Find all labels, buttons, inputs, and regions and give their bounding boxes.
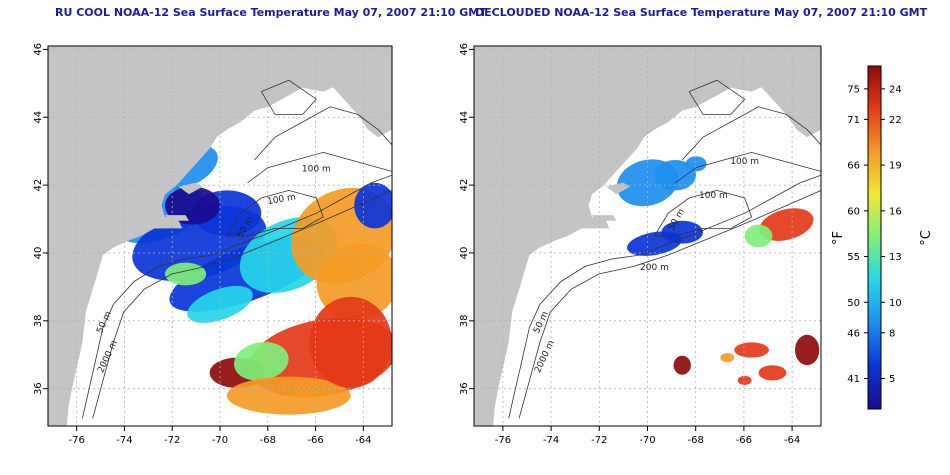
x-tick-label: -68 (688, 435, 704, 446)
depth-contour (508, 174, 821, 419)
x-tick-label: -72 (164, 435, 180, 446)
contour-label: 100 m (699, 191, 728, 201)
x-tick-label: -76 (495, 435, 511, 446)
fahrenheit-tick-label: 50 (847, 298, 860, 309)
celsius-tick-label: 19 (889, 161, 902, 172)
x-tick-label: -72 (591, 435, 607, 446)
sst-patch (734, 342, 769, 358)
celsius-tick-label: 24 (889, 84, 902, 95)
sst-patch (720, 353, 735, 363)
y-tick-label: 38 (33, 314, 44, 327)
depth-contour (247, 151, 392, 184)
depth-contour (688, 79, 746, 115)
contour-label: 200 m (640, 263, 669, 273)
y-tick-label: 46 (459, 43, 470, 56)
x-tick-label: -64 (784, 435, 800, 446)
fahrenheit-tick-label: 71 (847, 115, 860, 126)
y-tick-label: 36 (459, 382, 470, 395)
sst-patch (187, 285, 253, 323)
y-tick-label: 42 (459, 179, 470, 192)
x-tick-label: -76 (68, 435, 84, 446)
sst-patch (654, 160, 697, 191)
depth-contour (260, 79, 317, 115)
celsius-tick-label: 8 (889, 328, 895, 339)
contour-label: 100 m (267, 192, 297, 207)
y-tick-label: 44 (33, 111, 44, 124)
sst-patch (226, 376, 351, 415)
celsius-tick-label: 13 (889, 252, 902, 263)
depth-contour (226, 189, 324, 237)
x-tick-label: -68 (260, 435, 276, 446)
land-nova-scotia (737, 46, 821, 138)
x-tick-label: -64 (355, 435, 371, 446)
land-island (592, 215, 617, 221)
x-tick-label: -70 (212, 435, 228, 446)
fahrenheit-axis-label: °F (831, 231, 846, 245)
sst-patch (661, 220, 704, 244)
sst-patch (309, 296, 392, 388)
colorbar-scale (867, 65, 882, 410)
sst-patch (737, 375, 752, 385)
fahrenheit-tick-label: 75 (847, 84, 860, 95)
x-tick-label: -74 (116, 435, 132, 446)
x-tick-label: -74 (543, 435, 559, 446)
colorbar: 24 75 22 71 19 66 16 60 13 55 10 50 8 46 5 41 °F °C (831, 65, 934, 410)
contour-label: 100 m (730, 157, 759, 167)
sst-patch (758, 365, 787, 381)
land-island (165, 215, 189, 221)
y-tick-label: 42 (33, 179, 44, 192)
depth-contour (681, 106, 821, 161)
x-tick-label: -66 (736, 435, 752, 446)
celsius-axis-label: °C (919, 230, 934, 246)
left-panel-title: RU COOL NOAA-12 Sea Surface Temperature … (55, 6, 487, 19)
right-panel-title: DECLOUDED NOAA-12 Sea Surface Temperatur… (475, 6, 928, 19)
depth-contour (254, 106, 392, 161)
land-nova-scotia (309, 46, 392, 138)
fahrenheit-tick-label: 60 (847, 206, 860, 217)
depth-contour (82, 174, 392, 419)
y-tick-label: 44 (459, 111, 470, 124)
y-tick-label: 38 (459, 314, 470, 327)
land-island (578, 224, 589, 229)
land-island (151, 224, 162, 229)
x-tick-label: -70 (639, 435, 655, 446)
sst-patch (744, 224, 773, 248)
fahrenheit-tick-label: 41 (847, 374, 860, 385)
y-tick-label: 46 (33, 43, 44, 56)
sst-patch (685, 156, 707, 172)
depth-contour (92, 190, 392, 419)
fahrenheit-tick-label: 46 (847, 328, 860, 339)
celsius-tick-label: 5 (889, 374, 895, 385)
land-cape-cod (605, 182, 631, 195)
land-cape-cod (178, 182, 203, 195)
celsius-tick-label: 22 (889, 115, 902, 126)
sst-patch (759, 208, 814, 241)
sst-patch (673, 355, 691, 375)
fahrenheit-tick-label: 55 (847, 252, 860, 263)
y-tick-label: 40 (33, 247, 44, 260)
land-mainland (48, 46, 392, 426)
sst-patch (354, 182, 392, 229)
y-tick-label: 36 (33, 382, 44, 395)
y-tick-label: 40 (459, 247, 470, 260)
contour-label: 100 m (302, 164, 331, 174)
celsius-tick-label: 10 (889, 298, 902, 309)
celsius-tick-label: 16 (889, 206, 902, 217)
land-mainland (474, 46, 821, 426)
depth-contour (654, 189, 753, 237)
sst-patch (233, 342, 289, 381)
x-tick-label: -66 (307, 435, 323, 446)
sst-patch (794, 334, 820, 366)
fahrenheit-tick-label: 66 (847, 161, 860, 172)
depth-contour (675, 151, 821, 184)
depth-contour (518, 190, 821, 419)
